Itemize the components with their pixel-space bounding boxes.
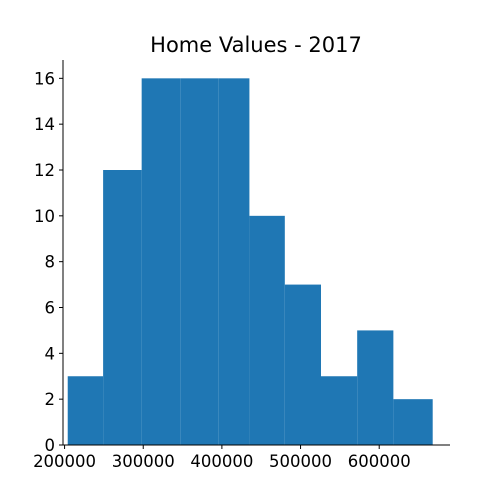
histogram-bar [103, 170, 142, 445]
y-tick-label: 16 [34, 69, 55, 88]
y-tick-label: 0 [45, 436, 56, 455]
y-tick-label: 10 [34, 207, 55, 226]
histogram-bar [141, 78, 181, 445]
bars-group [67, 78, 433, 445]
y-tick-label: 8 [45, 253, 56, 272]
y-tick-label: 6 [45, 299, 56, 318]
y-tick-label: 4 [45, 344, 56, 363]
y-tick-label: 12 [34, 161, 55, 180]
histogram-bar [218, 78, 250, 445]
histogram-bar [321, 376, 358, 445]
x-tick-label: 400000 [190, 452, 253, 471]
x-tick-label: 600000 [348, 452, 411, 471]
x-tick-label: 300000 [112, 452, 175, 471]
chart-title: Home Values - 2017 [150, 33, 362, 57]
histogram-bar [357, 330, 394, 445]
histogram-bar [284, 284, 321, 445]
histogram-bar [67, 376, 104, 445]
y-tick-label: 14 [34, 115, 55, 134]
y-tick-label: 2 [45, 390, 56, 409]
x-tick-label: 200000 [33, 452, 96, 471]
x-axis: 200000 300000 400000 500000 600000 [33, 444, 450, 471]
x-tick-label: 500000 [269, 452, 332, 471]
y-axis: 0 2 4 6 8 10 12 14 16 [34, 60, 64, 455]
histogram-bar [249, 215, 285, 445]
histogram-bar [180, 78, 219, 445]
histogram-bar [393, 399, 433, 445]
